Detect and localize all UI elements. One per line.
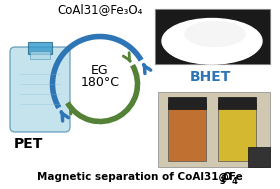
Bar [155,9,270,64]
Text: EG: EG [91,64,109,77]
FancyBboxPatch shape [155,9,270,64]
Text: Magnetic separation of CoAl31@Fe: Magnetic separation of CoAl31@Fe [37,172,243,182]
Text: PET: PET [13,137,43,151]
Text: O: O [223,172,231,182]
Bar [28,42,52,54]
Bar [218,103,256,161]
Bar [218,97,256,109]
Text: 180°C: 180°C [81,77,120,90]
Ellipse shape [165,24,260,64]
Bar [168,103,206,161]
Ellipse shape [162,19,262,64]
Bar [248,147,270,167]
Text: CoAl31@Fe₃O₄: CoAl31@Fe₃O₄ [57,3,143,16]
Bar [158,92,270,167]
Bar [168,97,206,109]
Text: 4: 4 [232,177,238,185]
Bar [30,51,50,59]
FancyBboxPatch shape [10,47,70,132]
Text: 3: 3 [219,177,225,185]
Text: BHET: BHET [189,70,231,84]
Ellipse shape [185,22,245,46]
